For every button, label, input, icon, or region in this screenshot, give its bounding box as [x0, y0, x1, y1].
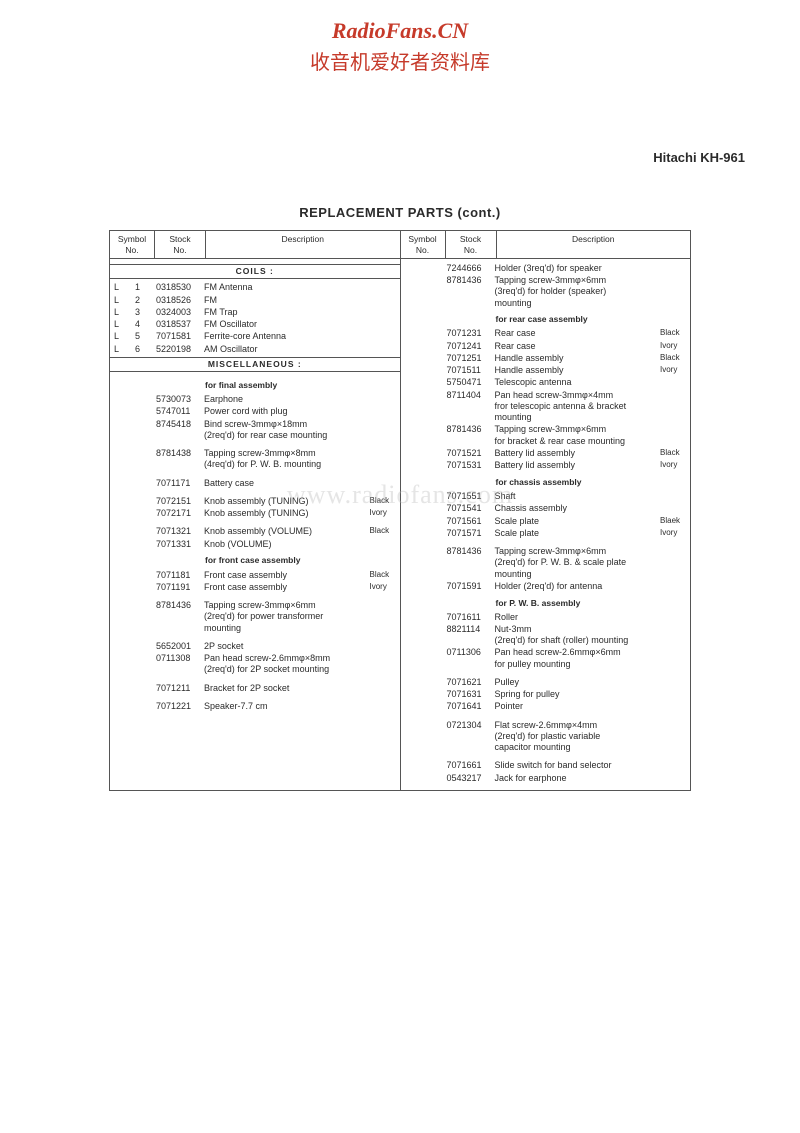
table-row: 7071551Shaft — [401, 491, 691, 503]
table-row: 7071241Rear caseIvory — [401, 340, 691, 352]
parts-table: Symbol No. Stock No. Description COILS :… — [109, 230, 691, 791]
table-row: 8821114Nut-3mm (2req'd) for shaft (rolle… — [401, 623, 691, 647]
table-row: 56520012P socket — [110, 640, 400, 652]
table-row: L30324003FM Trap — [110, 306, 400, 318]
section-heading: for front case assembly — [110, 550, 400, 569]
table-row: 7071631Spring for pulley — [401, 689, 691, 701]
table-row: 7071661Slide switch for band selector — [401, 760, 691, 772]
table-header: Symbol No. Stock No. Description — [401, 231, 691, 259]
table-row: 7071591Holder (2req'd) for antenna — [401, 580, 691, 592]
table-row: L10318530FM Antenna — [110, 282, 400, 294]
table-row: 0711308Pan head screw-2.6mmφ×8mm (2req'd… — [110, 653, 400, 677]
table-row: 7071171Battery case — [110, 477, 400, 489]
table-row: 8781438Tapping screw-3mmφ×8mm (4req'd) f… — [110, 448, 400, 472]
table-row: L40318537FM Oscillator — [110, 319, 400, 331]
table-row: 8781436Tapping screw-3mmφ×6mm (3req'd) f… — [401, 275, 691, 310]
page-title: REPLACEMENT PARTS (cont.) — [0, 205, 800, 220]
table-row: 7244666Holder (3req'd) for speaker — [401, 262, 691, 274]
table-left-column: Symbol No. Stock No. Description COILS :… — [110, 231, 401, 790]
table-row: 7071181Front case assemblyBlack — [110, 569, 400, 581]
header-stock: Stock No. — [446, 231, 497, 258]
table-row: 5747011Power cord with plug — [110, 406, 400, 418]
table-row: 8711404Pan head screw-3mmφ×4mm fror tele… — [401, 389, 691, 424]
table-row: L65220198AM Oscillator — [110, 343, 400, 355]
watermark-line1: RadioFans.CN — [0, 18, 800, 44]
table-row: 8781436Tapping screw-3mmφ×6mm for bracke… — [401, 424, 691, 448]
table-row: 7071331Knob (VOLUME) — [110, 538, 400, 550]
section-band: COILS : — [110, 264, 400, 279]
table-row: 7071541Chassis assembly — [401, 503, 691, 515]
table-row: 7071211Bracket for 2P socket — [110, 682, 400, 694]
table-row: 5750471Telescopic antenna — [401, 377, 691, 389]
table-row: 7071531Battery lid assemblyIvory — [401, 460, 691, 472]
table-row: 7071561Scale plateBlaek — [401, 515, 691, 527]
table-row: 7071321Knob assembly (VOLUME)Black — [110, 526, 400, 538]
table-row: 7071521Battery lid assemblyBlack — [401, 447, 691, 459]
section-heading: for chassis assembly — [401, 472, 691, 491]
page: RadioFans.CN 收音机爱好者资料库 Hitachi KH-961 RE… — [0, 0, 800, 1133]
table-row: 7072171Knob assembly (TUNING)Ivory — [110, 508, 400, 520]
table-row: 5730073Earphone — [110, 394, 400, 406]
right-body: 7244666Holder (3req'd) for speaker878143… — [401, 259, 691, 790]
table-row: 7071251Handle assemblyBlack — [401, 352, 691, 364]
table-row: 7071641Pointer — [401, 701, 691, 713]
table-row: 0543217Jack for earphone — [401, 772, 691, 784]
table-row: 7071621Pulley — [401, 676, 691, 688]
table-row: 7071191Front case assemblyIvory — [110, 581, 400, 593]
table-row: 7071231Rear caseBlack — [401, 328, 691, 340]
table-row: 7072151Knob assembly (TUNING)Black — [110, 495, 400, 507]
table-row: 7071571Scale plateIvory — [401, 527, 691, 539]
table-row: 7071221Speaker-7.7 cm — [110, 700, 400, 712]
section-heading: for P. W. B. assembly — [401, 593, 691, 612]
header-stock: Stock No. — [155, 231, 206, 258]
section-heading: for rear case assembly — [401, 309, 691, 328]
table-row: 0711306Pan head screw-2.6mmφ×6mm for pul… — [401, 647, 691, 671]
left-body: COILS : L10318530FM AntennaL20318526FML30… — [110, 259, 400, 790]
section-band: MISCELLANEOUS : — [110, 357, 400, 372]
watermark-header: RadioFans.CN 收音机爱好者资料库 — [0, 0, 800, 75]
table-row: L57071581Ferrite-core Antenna — [110, 331, 400, 343]
table-row: 7071511Handle assemblyIvory — [401, 365, 691, 377]
table-row: L20318526FM — [110, 294, 400, 306]
section-heading: for final assembly — [110, 375, 400, 394]
model-label: Hitachi KH-961 — [653, 150, 745, 165]
table-row: 7071611Roller — [401, 611, 691, 623]
table-row: 8781436Tapping screw-3mmφ×6mm (2req'd) f… — [110, 600, 400, 635]
table-right-column: Symbol No. Stock No. Description 7244666… — [401, 231, 691, 790]
header-symbol: Symbol No. — [401, 231, 446, 258]
header-symbol: Symbol No. — [110, 231, 155, 258]
table-row: 8745418Bind screw-3mmφ×18mm (2req'd) for… — [110, 418, 400, 442]
table-row: 0721304Flat screw-2.6mmφ×4mm (2req'd) fo… — [401, 719, 691, 754]
table-header: Symbol No. Stock No. Description — [110, 231, 400, 259]
table-row: 8781436Tapping screw-3mmφ×6mm (2req'd) f… — [401, 546, 691, 581]
header-desc: Description — [497, 231, 691, 258]
header-desc: Description — [206, 231, 400, 258]
watermark-line2: 收音机爱好者资料库 — [0, 46, 800, 75]
